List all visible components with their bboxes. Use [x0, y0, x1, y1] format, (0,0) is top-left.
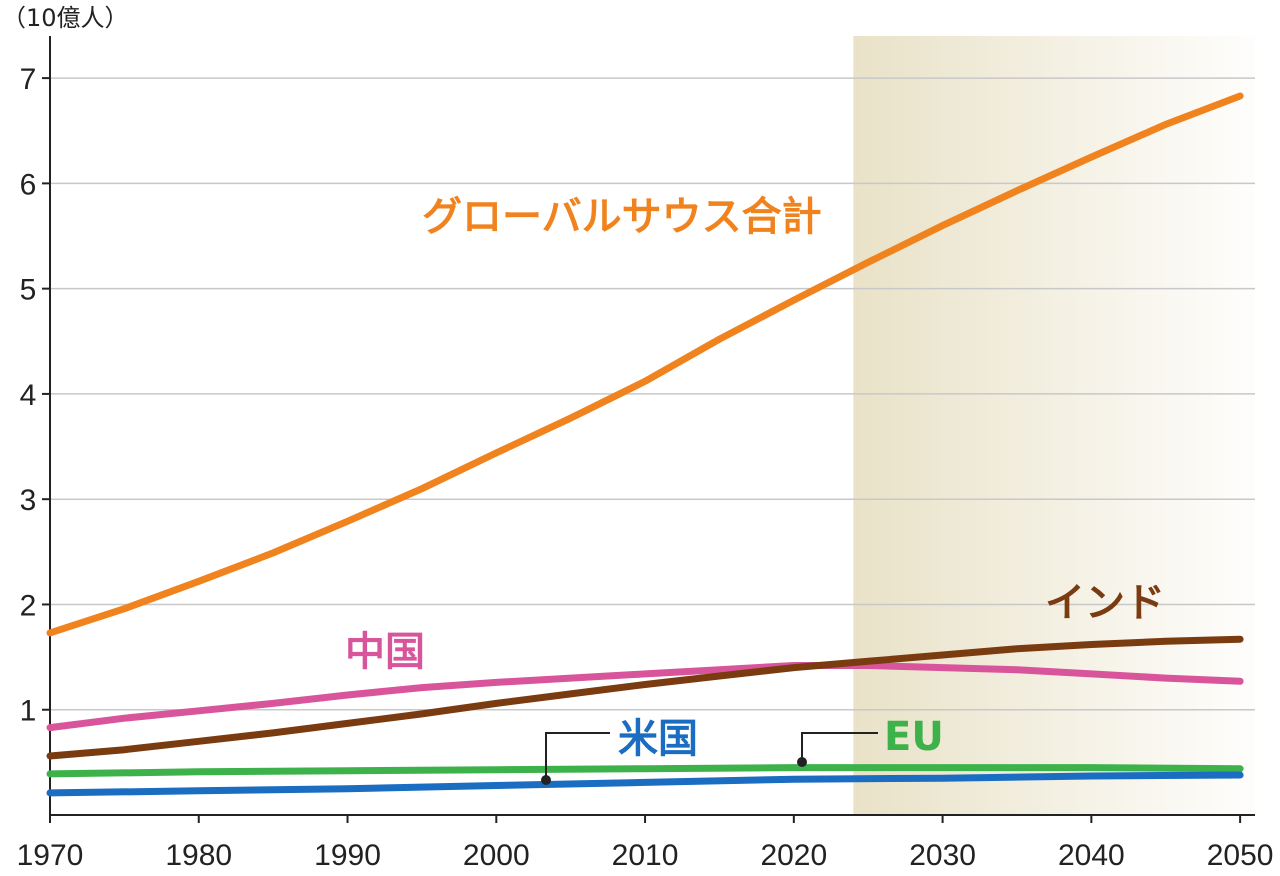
series-line-eu	[46, 764, 1244, 778]
unit-label: （10億人）	[2, 4, 129, 32]
series-label-usa: 米国	[618, 716, 698, 762]
x-tick-label-2050: 2050	[1207, 839, 1274, 872]
projection-shade	[853, 36, 1255, 815]
y-tick-label-5: 5	[20, 274, 37, 307]
series-line-global-south	[46, 92, 1244, 637]
y-tick-label-3: 3	[20, 484, 37, 517]
y-tick-label-7: 7	[20, 63, 37, 96]
eu-leader-dot	[797, 757, 807, 767]
y-tick-label-1: 1	[20, 695, 37, 728]
y-tick-label-4: 4	[20, 379, 37, 412]
x-tick-label-2030: 2030	[909, 839, 976, 872]
x-tick-label-2010: 2010	[612, 839, 679, 872]
y-tick-label-6: 6	[20, 168, 37, 201]
series-line-india	[46, 635, 1244, 760]
axis-ticks: 1 2 3 4 5 6 7 1970 1980 1990 2000 2010 2020 2030 2040 2…	[17, 63, 1274, 872]
series-line-china	[46, 662, 1244, 732]
series-label-china: 中国	[345, 629, 425, 675]
x-tick-label-1970: 1970	[17, 839, 84, 872]
x-tick-label-1980: 1980	[165, 839, 232, 872]
series-label-eu: EU	[884, 714, 944, 760]
usa-leader-line	[545, 732, 610, 780]
x-tick-label-1990: 1990	[314, 839, 381, 872]
x-tick-label-2040: 2040	[1058, 839, 1125, 872]
usa-leader-dot	[541, 775, 551, 785]
grid	[50, 77, 1255, 711]
series-line-usa	[46, 771, 1244, 797]
eu-leader-line	[801, 732, 878, 762]
series-label-global-south: グローバルサウス合計	[422, 194, 822, 240]
x-tick-label-2020: 2020	[760, 839, 827, 872]
series	[46, 92, 1244, 797]
series-label-india: インド	[1045, 580, 1165, 626]
y-tick-label-2: 2	[20, 589, 37, 622]
x-tick-label-2000: 2000	[463, 839, 530, 872]
